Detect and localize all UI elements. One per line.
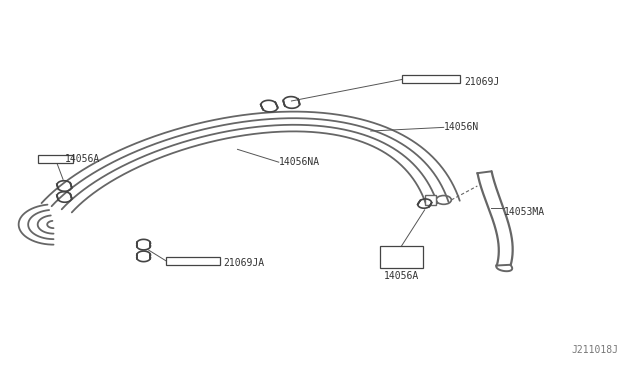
Text: 14056N: 14056N bbox=[444, 122, 479, 132]
Text: 14056A: 14056A bbox=[383, 271, 419, 281]
Text: 14056A: 14056A bbox=[65, 154, 100, 164]
Text: 14056NA: 14056NA bbox=[279, 157, 320, 167]
Bar bbox=[166, 257, 220, 265]
Bar bbox=[425, 195, 436, 205]
Bar bbox=[38, 155, 72, 163]
Bar bbox=[403, 76, 460, 83]
Text: 21069J: 21069J bbox=[465, 77, 500, 87]
Text: J211018J: J211018J bbox=[571, 344, 618, 355]
Text: 21069JA: 21069JA bbox=[223, 258, 265, 268]
Bar bbox=[380, 247, 423, 269]
Text: 14053MA: 14053MA bbox=[504, 207, 545, 217]
